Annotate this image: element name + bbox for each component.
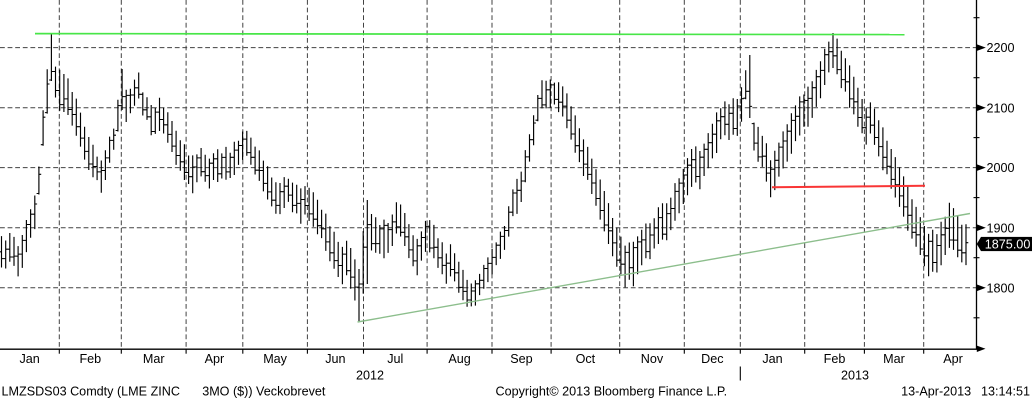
svg-text:Jul: Jul bbox=[387, 352, 403, 366]
svg-text:Feb: Feb bbox=[824, 352, 846, 366]
svg-text:1800: 1800 bbox=[987, 281, 1015, 295]
svg-text:2000: 2000 bbox=[987, 161, 1015, 175]
svg-text:3MO ($)) Veckobrevet: 3MO ($)) Veckobrevet bbox=[202, 385, 326, 399]
svg-text:Apr: Apr bbox=[205, 352, 225, 366]
svg-text:LMZSDS03 Comdty (LME ZINC: LMZSDS03 Comdty (LME ZINC bbox=[2, 385, 180, 399]
svg-text:2100: 2100 bbox=[987, 101, 1015, 115]
svg-text:Jan: Jan bbox=[762, 352, 782, 366]
svg-text:Apr: Apr bbox=[943, 352, 963, 366]
svg-text:Jan: Jan bbox=[19, 352, 39, 366]
svg-text:Copyright© 2013 Bloomberg Fina: Copyright© 2013 Bloomberg Finance L.P. bbox=[496, 385, 728, 399]
svg-text:1875.00: 1875.00 bbox=[985, 237, 1031, 251]
svg-text:Mar: Mar bbox=[883, 352, 905, 366]
svg-text:2013: 2013 bbox=[841, 369, 869, 383]
svg-text:2200: 2200 bbox=[987, 41, 1015, 55]
svg-text:Jun: Jun bbox=[325, 352, 345, 366]
svg-text:2012: 2012 bbox=[356, 369, 384, 383]
svg-text:13-Apr-2013 13:14:51: 13-Apr-2013 13:14:51 bbox=[901, 385, 1030, 399]
svg-text:Mar: Mar bbox=[143, 352, 165, 366]
svg-text:1900: 1900 bbox=[987, 221, 1015, 235]
svg-text:Sep: Sep bbox=[510, 352, 532, 366]
svg-text:May: May bbox=[263, 352, 287, 366]
svg-text:Oct: Oct bbox=[576, 352, 596, 366]
svg-text:Feb: Feb bbox=[79, 352, 101, 366]
svg-text:Dec: Dec bbox=[701, 352, 723, 366]
svg-text:Aug: Aug bbox=[448, 352, 470, 366]
svg-text:Nov: Nov bbox=[641, 352, 664, 366]
